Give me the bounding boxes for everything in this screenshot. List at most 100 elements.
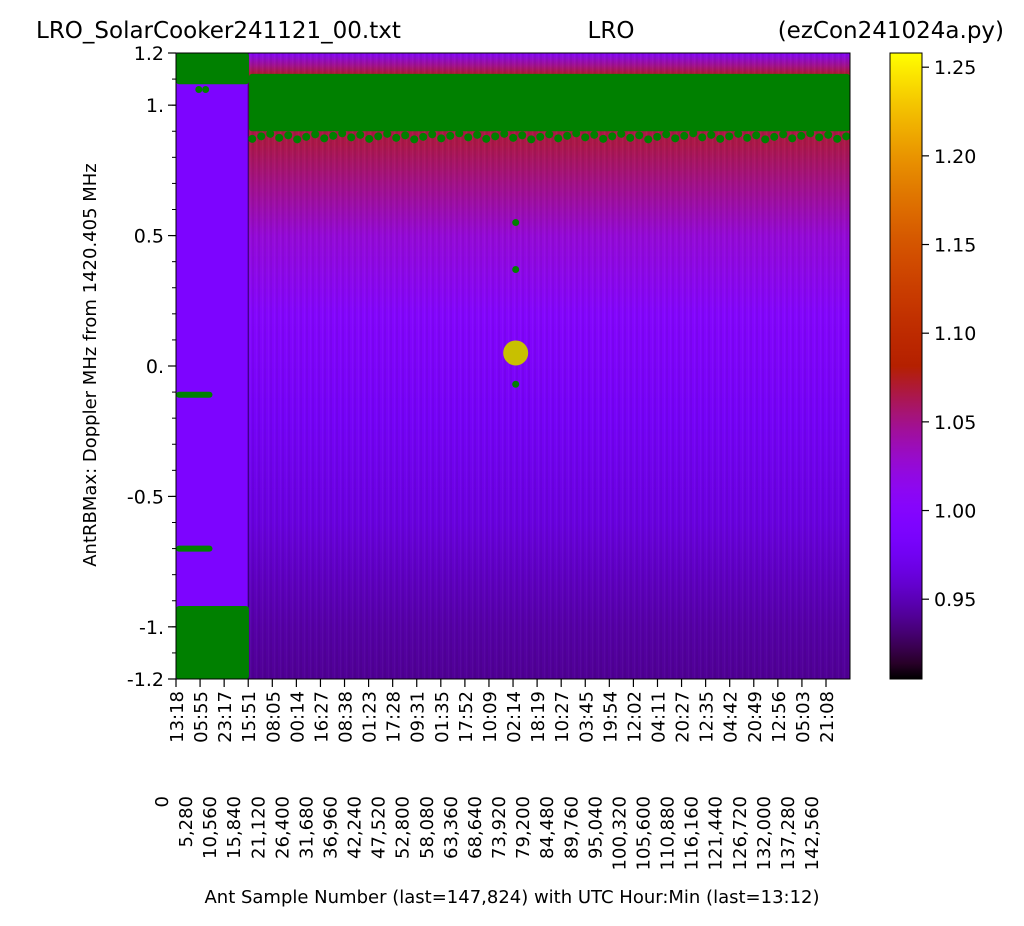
colorbar-tick-label: 1.00 bbox=[934, 501, 976, 523]
x-tick-time-label: 20:49 bbox=[745, 691, 766, 743]
x-tick-sample-label: 15,840 bbox=[224, 796, 245, 859]
masked-speckle bbox=[644, 135, 653, 144]
masked-speckle bbox=[284, 131, 293, 140]
masked-speckle bbox=[725, 132, 734, 141]
masked-speckle bbox=[842, 132, 851, 141]
x-tick-sample-label: 63,360 bbox=[441, 796, 462, 859]
x-tick-sample-label: 89,760 bbox=[561, 796, 582, 859]
x-tick-time-label: 08:05 bbox=[263, 691, 284, 743]
masked-speckle bbox=[599, 134, 608, 143]
x-tick-sample-label: 137,280 bbox=[778, 796, 799, 870]
masked-speckle bbox=[680, 131, 689, 140]
x-tick-time-label: 03:45 bbox=[576, 691, 597, 743]
y-axis: 1.2 1. 0.5 0. -0.5 -1. -1.2 bbox=[127, 43, 176, 691]
x-tick-sample-label: 79,200 bbox=[513, 796, 534, 859]
x-tick-sample-label: 47,520 bbox=[369, 796, 390, 859]
masked-speckle bbox=[734, 129, 743, 138]
y-tick-label: 0.5 bbox=[134, 226, 164, 248]
masked-speckle bbox=[770, 132, 779, 141]
x-tick-sample-label: 142,560 bbox=[802, 796, 823, 870]
masked-speckle bbox=[419, 132, 428, 141]
x-tick-sample-label: 73,920 bbox=[489, 796, 510, 859]
colorbar-tick-label: 1.10 bbox=[934, 323, 976, 345]
highlight-point bbox=[503, 340, 529, 366]
masked-speckle bbox=[257, 132, 266, 141]
masked-speckle bbox=[383, 129, 392, 138]
masked-speckle bbox=[455, 129, 464, 138]
masked-speckle bbox=[671, 134, 680, 143]
masked-speckle bbox=[635, 131, 644, 140]
masked-speckle bbox=[248, 134, 257, 143]
masked-speckle bbox=[608, 132, 617, 141]
x-tick-sample-label: 116,160 bbox=[682, 796, 703, 870]
x-tick-time-label: 02:14 bbox=[504, 691, 525, 743]
masked-speckle bbox=[743, 133, 752, 142]
masked-speckle bbox=[356, 130, 365, 139]
main-segment-texture bbox=[248, 53, 850, 679]
masked-region bbox=[248, 73, 851, 132]
masked-speckle bbox=[590, 130, 599, 139]
y-tick-label: 0. bbox=[146, 356, 164, 378]
x-tick-sample-label: 36,960 bbox=[321, 796, 342, 859]
x-tick-time-label: 05:03 bbox=[793, 691, 814, 743]
y-tick-label: -0.5 bbox=[127, 486, 164, 508]
masked-speckle bbox=[806, 129, 815, 138]
colorbar-tick-label: 1.15 bbox=[934, 235, 976, 257]
masked-speckle bbox=[761, 135, 770, 144]
masked-speckle bbox=[572, 129, 581, 138]
masked-region bbox=[176, 605, 249, 679]
masked-speckle bbox=[446, 131, 455, 140]
x-tick-sample-label: 52,800 bbox=[393, 796, 414, 859]
masked-speckle bbox=[266, 129, 275, 138]
x-tick-sample-label: 10,560 bbox=[200, 796, 221, 859]
y-tick-label: 1.2 bbox=[134, 43, 164, 65]
title-left: LRO_SolarCooker241121_00.txt bbox=[36, 18, 401, 44]
x-tick-time-label: 20:27 bbox=[673, 691, 694, 743]
masked-speckle bbox=[482, 134, 491, 143]
x-tick-sample-label: 110,880 bbox=[658, 796, 679, 870]
x-tick-time-label: 00:14 bbox=[287, 691, 308, 743]
masked-speckle bbox=[518, 131, 527, 140]
masked-speckle bbox=[689, 129, 698, 138]
masked-speckle bbox=[554, 134, 563, 143]
masked-speckle bbox=[581, 133, 590, 142]
heatmap-plot bbox=[175, 52, 851, 680]
masked-point bbox=[202, 86, 210, 94]
colorbar-scale bbox=[889, 52, 923, 680]
x-tick-time-label: 01:35 bbox=[432, 691, 453, 743]
masked-region bbox=[176, 53, 249, 85]
masked-speckle bbox=[545, 130, 554, 139]
x-tick-time-label: 19:54 bbox=[600, 691, 621, 743]
masked-speckle bbox=[428, 130, 437, 139]
x-tick-time-label: 12:02 bbox=[624, 691, 645, 743]
x-tick-sample-label: 95,040 bbox=[585, 796, 606, 859]
masked-speckle bbox=[437, 134, 446, 143]
left-segment-heatmap bbox=[176, 53, 249, 679]
x-tick-sample-label: 84,480 bbox=[537, 796, 558, 859]
masked-speckle bbox=[329, 131, 338, 140]
colorbar: 0.95 1.00 1.05 1.10 1.15 1.20 1.25 bbox=[889, 52, 976, 680]
x-tick-time-label: 10:27 bbox=[552, 691, 573, 743]
x-tick-sample-label: 21,120 bbox=[248, 796, 269, 859]
y-axis-label: AntRBMax: Doppler MHz from 1420.405 MHz bbox=[80, 163, 101, 567]
masked-speckle bbox=[275, 133, 284, 142]
masked-speckle bbox=[797, 131, 806, 140]
x-tick-sample-label: 26,400 bbox=[272, 796, 293, 859]
colorbar-tick-label: 0.95 bbox=[934, 589, 976, 611]
x-tick-time-label: 13:18 bbox=[167, 691, 188, 743]
title-center: LRO bbox=[588, 18, 635, 44]
masked-speckle bbox=[563, 131, 572, 140]
masked-line bbox=[176, 545, 213, 552]
x-tick-time-label: 12:35 bbox=[697, 691, 718, 743]
masked-speckle bbox=[293, 135, 302, 144]
x-tick-time-label: 23:17 bbox=[215, 691, 236, 743]
x-tick-time-label: 15:51 bbox=[239, 691, 260, 743]
masked-speckle bbox=[302, 132, 311, 141]
masked-point bbox=[195, 86, 203, 94]
masked-speckle bbox=[491, 132, 500, 141]
masked-speckle bbox=[365, 134, 374, 143]
x-tick-sample-label: 132,000 bbox=[754, 796, 775, 870]
colorbar-tick-label: 1.20 bbox=[934, 146, 976, 168]
masked-line bbox=[176, 391, 213, 398]
x-tick-time-label: 10:09 bbox=[480, 691, 501, 743]
